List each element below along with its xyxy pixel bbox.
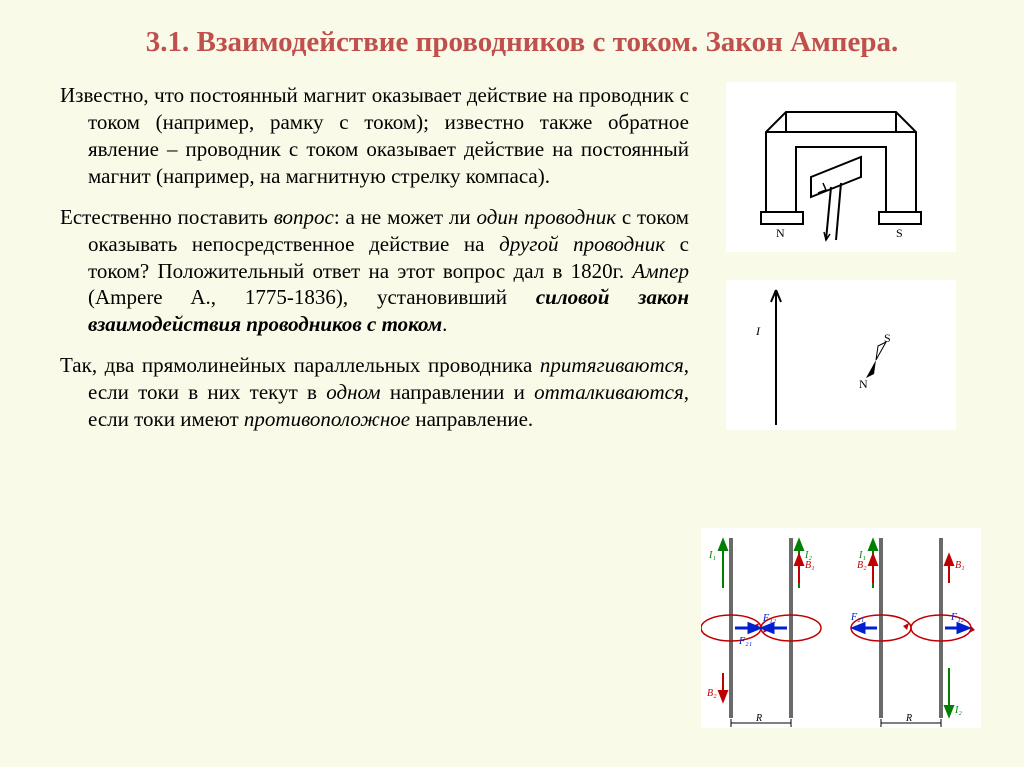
content-area: Известно, что постоянный магнит оказывае…	[60, 82, 984, 728]
svg-text:B₁: B₁	[955, 560, 965, 571]
paragraph-2: Естественно поставить вопрос: а не может…	[60, 204, 689, 338]
svg-text:F₂₁: F₂₁	[850, 612, 864, 623]
svg-text:S: S	[896, 226, 903, 240]
text-column: Известно, что постоянный магнит оказывае…	[60, 82, 689, 728]
svg-text:B₂: B₂	[707, 688, 717, 699]
figure-magnet-loop: N S	[726, 82, 956, 252]
figure-parallel-wires: I₁ I₂ B₁ B₂	[701, 528, 981, 728]
svg-text:N: N	[859, 377, 868, 391]
wires-svg: I₁ I₂ B₁ B₂	[701, 528, 981, 728]
paragraph-3: Так, два прямолинейных параллельных пров…	[60, 352, 689, 433]
svg-text:I: I	[755, 324, 761, 338]
svg-text:B₁: B₁	[805, 560, 815, 571]
figure-wire-compass: I S N	[726, 280, 956, 430]
slide: 3.1. Взаимодействие проводников с током.…	[0, 0, 1024, 767]
magnet-svg: N S	[726, 82, 956, 252]
paragraph-1: Известно, что постоянный магнит оказывае…	[60, 82, 689, 190]
svg-text:F₁₂: F₁₂	[950, 612, 965, 623]
figure-column: N S I S N	[699, 82, 984, 728]
svg-text:F₂₁: F₂₁	[738, 636, 752, 647]
svg-text:S: S	[884, 331, 891, 345]
svg-text:R: R	[755, 713, 762, 724]
compass-svg: I S N	[726, 280, 956, 430]
svg-text:F₁₂: F₁₂	[762, 613, 777, 624]
svg-text:N: N	[776, 226, 785, 240]
svg-text:I₂: I₂	[954, 705, 962, 716]
svg-text:R: R	[905, 713, 912, 724]
svg-text:I₁: I₁	[708, 550, 716, 561]
svg-text:B₂: B₂	[857, 560, 867, 571]
page-title: 3.1. Взаимодействие проводников с током.…	[60, 24, 984, 60]
